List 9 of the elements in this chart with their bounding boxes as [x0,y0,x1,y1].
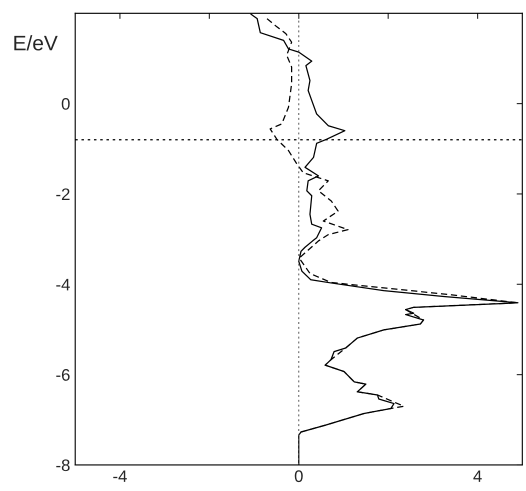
x-tick-label: -4 [113,470,127,482]
x-tick-label: 4 [473,470,482,482]
y-tick-label: -2 [56,188,70,200]
y-tick-label: -6 [56,369,70,381]
x-tick-label: 0 [294,470,303,482]
y-tick-label: -4 [56,278,70,290]
y-tick-label: -8 [56,459,70,472]
y-axis-title: E/eV [14,35,58,50]
y-tick-label: 0 [62,98,70,110]
